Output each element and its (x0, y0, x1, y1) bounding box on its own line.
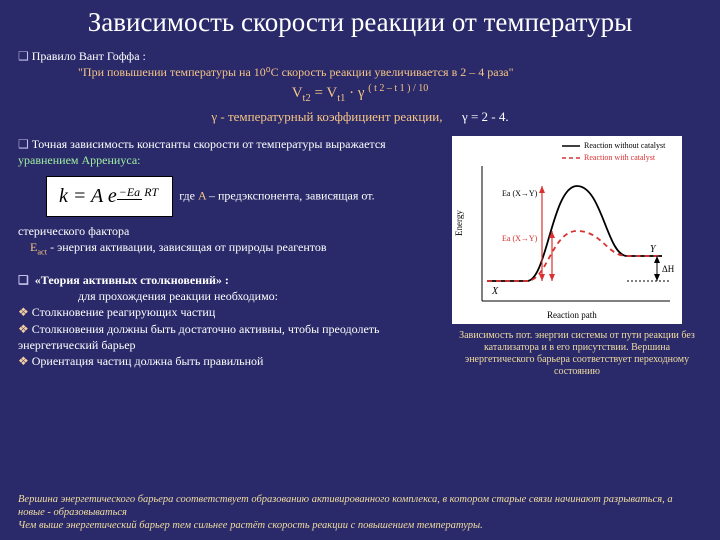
arrhenius-block: Точная зависимость константы скорости от… (18, 136, 442, 258)
arrhenius-equation: k = A e−EaRT (46, 176, 173, 217)
svg-text:Ea (X→Y): Ea (X→Y) (502, 234, 538, 243)
collisions-heading: «Теория активных столкновений» : (18, 272, 442, 288)
eact-line: Eact - энергия активации, зависящая от п… (18, 239, 442, 258)
figure-caption: Зависимость пот. энергии системы от пути… (452, 330, 702, 378)
collision-item: Столкновения должны быть достаточно акти… (18, 321, 442, 353)
collision-item: Ориентация частиц должна быть правильной (18, 353, 442, 369)
page-title: Зависимость скорости реакции от температ… (18, 8, 702, 38)
vanthoff-block: Правило Вант Гоффа : "При повышении темп… (18, 48, 702, 126)
vanthoff-quote: "При повышении температуры на 10⁰С скоро… (78, 64, 702, 80)
energy-diagram: Reaction without catalyst Reaction with … (452, 136, 682, 324)
legend-cat: Reaction with catalyst (584, 153, 656, 162)
collisions-sub: для прохождения реакции необходимо: (78, 288, 442, 304)
collisions-block: «Теория активных столкновений» : для про… (18, 272, 442, 369)
svg-text:ΔH: ΔH (662, 264, 675, 274)
steric-line: стерического фактора (18, 223, 442, 239)
ylabel: Energy (454, 209, 464, 235)
vanthoff-heading: Правило Вант Гоффа : (18, 48, 702, 64)
gamma-note: γ - температурный коэффициент реакции, γ… (18, 108, 702, 126)
footer-note: Вершина энергетического барьера соответс… (18, 493, 702, 532)
collision-item: Столкновение реагирующих частиц (18, 304, 442, 320)
svg-text:X: X (491, 286, 499, 297)
vanthoff-formula: Vt2 = Vt1 · γ ( t 2 – t 1 ) / 10 (18, 82, 702, 106)
svg-text:Ea (X→Y): Ea (X→Y) (502, 189, 538, 198)
legend-nocat: Reaction without catalyst (584, 141, 666, 150)
xlabel: Reaction path (547, 310, 597, 320)
